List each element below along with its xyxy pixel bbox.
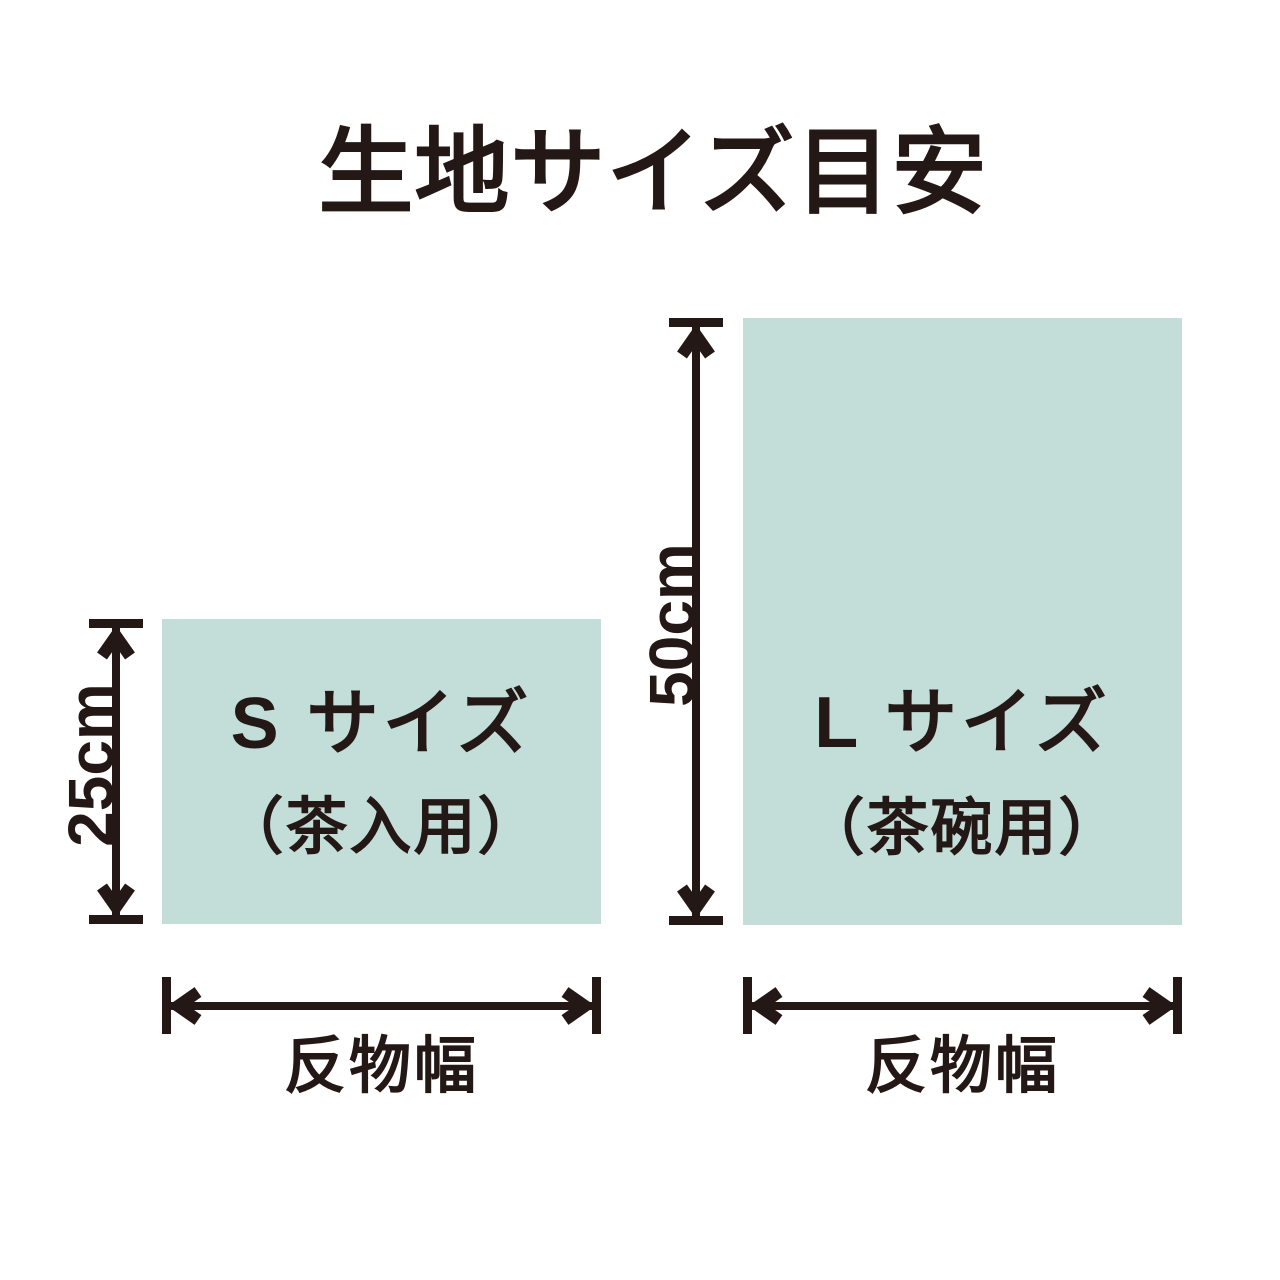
height-dimension-label-l: 50cm bbox=[636, 543, 708, 707]
height-dimension-label-s: 25cm bbox=[55, 683, 127, 847]
width-dimension-label-l: 反物幅 bbox=[864, 1032, 1060, 1101]
page-title: 生地サイズ目安 bbox=[318, 120, 988, 226]
use-label-s: （茶入用） bbox=[221, 793, 542, 862]
height-dimension-arrow-l bbox=[669, 318, 723, 925]
width-dimension-label-s: 反物幅 bbox=[283, 1032, 479, 1101]
fabric-swatch-l bbox=[743, 318, 1182, 925]
width-dimension-arrow-s bbox=[162, 977, 601, 1034]
width-dimension-arrow-l bbox=[743, 977, 1182, 1034]
use-label-l: （茶碗用） bbox=[802, 794, 1123, 863]
fabric-swatch-s bbox=[162, 619, 601, 924]
size-label-l: L サイズ bbox=[814, 683, 1111, 763]
height-dimension-arrow-s bbox=[89, 619, 143, 924]
size-label-s: S サイズ bbox=[230, 684, 533, 764]
